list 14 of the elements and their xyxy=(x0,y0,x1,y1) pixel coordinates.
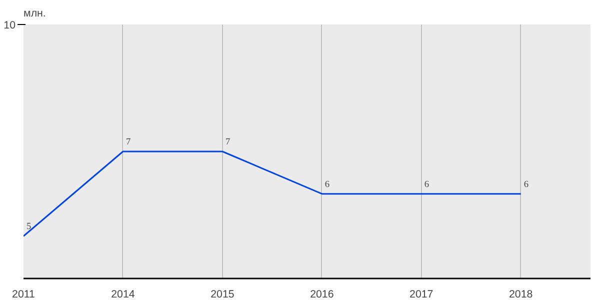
x-tick-label: 2015 xyxy=(210,288,234,300)
x-tick-label: 2014 xyxy=(111,288,135,300)
data-label: 7 xyxy=(126,138,131,148)
data-label: 5 xyxy=(26,222,32,232)
data-label: 7 xyxy=(225,138,230,148)
text: млн. xyxy=(24,8,46,20)
data-label: 6 xyxy=(524,180,529,190)
x-tick-label: 2018 xyxy=(509,288,533,300)
x-tick-label: 2011 xyxy=(12,288,36,300)
text: 10 xyxy=(4,20,16,32)
x-tick-label: 2016 xyxy=(310,288,334,300)
x-tick-label: 2017 xyxy=(410,288,434,300)
data-label: 6 xyxy=(324,180,330,190)
data-label: 6 xyxy=(424,180,430,190)
